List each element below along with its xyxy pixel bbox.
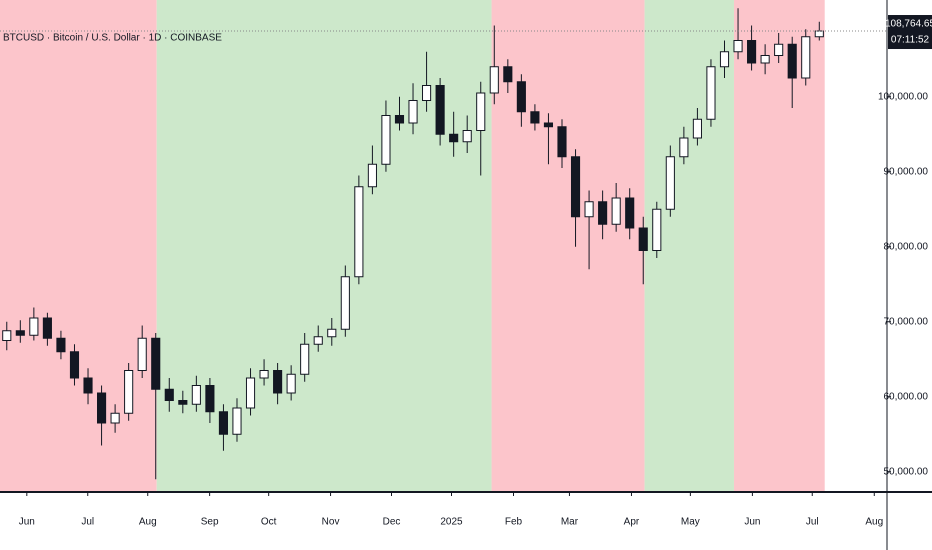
candle-body — [476, 92, 486, 131]
candle-body — [489, 66, 499, 94]
y-tick-label: 100,000.00 — [878, 91, 928, 102]
candle-body — [435, 85, 445, 135]
y-tick-label: 80,000.00 — [884, 241, 929, 252]
x-tick-label: Jul — [81, 517, 94, 528]
x-tick-label: Jul — [806, 517, 819, 528]
candle-body — [719, 51, 730, 68]
background-region — [156, 0, 492, 492]
candle-body — [801, 36, 811, 79]
candle-body — [2, 330, 12, 341]
candle-body — [273, 370, 283, 394]
x-tick-label: Oct — [261, 517, 277, 528]
y-tick-label: 70,000.00 — [884, 316, 929, 327]
candle-body — [625, 197, 635, 229]
candle-body — [286, 373, 296, 394]
candle-body — [69, 351, 80, 379]
candle-body — [422, 85, 432, 101]
candle-body — [774, 43, 784, 56]
candle-body — [340, 276, 350, 330]
x-tick-label: Mar — [561, 517, 579, 528]
candle-body — [191, 385, 201, 405]
last-price-label: 108,764.65 — [885, 19, 932, 30]
x-tick-label: Apr — [624, 517, 640, 528]
x-tick-label: Nov — [322, 517, 340, 528]
candle-body — [679, 137, 689, 158]
x-tick-label: May — [681, 517, 700, 528]
candle-body — [449, 133, 459, 143]
y-tick-label: 90,000.00 — [884, 166, 929, 177]
x-tick-label: Jun — [19, 517, 35, 528]
candle-body — [665, 156, 675, 210]
chart-title: BTCUSD · Bitcoin / U.S. Dollar · 1D · CO… — [3, 33, 222, 44]
candle-body — [543, 122, 554, 128]
candle-body — [151, 337, 161, 390]
candle-body — [516, 81, 526, 113]
candle-body — [747, 40, 757, 64]
x-tick-label: Dec — [383, 517, 401, 528]
x-tick-label: Jun — [744, 517, 760, 528]
last-price-box — [888, 15, 932, 50]
candle-body — [137, 337, 147, 371]
candle-body — [598, 201, 608, 225]
candle-body — [381, 115, 391, 165]
candle-body — [42, 317, 52, 339]
x-tick-label: 2025 — [440, 517, 463, 528]
y-tick-label: 60,000.00 — [884, 391, 929, 402]
x-tick-label: Aug — [865, 517, 883, 528]
candle-body — [124, 370, 134, 414]
candle-body — [652, 208, 662, 251]
x-tick-label: Feb — [505, 517, 523, 528]
candle-body — [787, 43, 797, 79]
candle-body — [394, 115, 405, 124]
candle-body — [733, 40, 743, 53]
candle-body — [218, 411, 229, 435]
candle-body — [327, 328, 337, 338]
candle-body — [557, 126, 567, 158]
candle-body — [56, 337, 66, 353]
candle-body — [164, 388, 174, 401]
x-tick-label: Aug — [139, 517, 157, 528]
candle-body — [638, 227, 648, 251]
candle-body — [462, 130, 472, 143]
candle-body — [692, 118, 702, 139]
candle-body — [706, 66, 716, 120]
candle-body — [814, 30, 824, 38]
candle-body — [530, 111, 540, 124]
candle-body — [245, 377, 256, 409]
y-tick-label: 50,000.00 — [884, 466, 929, 477]
candle-body — [503, 66, 513, 83]
candle-body — [408, 100, 418, 124]
background-region — [491, 0, 645, 492]
x-tick-label: Sep — [201, 517, 219, 528]
candle-body — [232, 407, 242, 435]
candle-body — [205, 385, 215, 413]
candle-body — [584, 201, 594, 218]
candle-body — [367, 163, 377, 188]
candle-body — [313, 336, 323, 345]
candle-body — [354, 186, 364, 278]
candle-body — [300, 343, 310, 375]
candle-body — [178, 400, 188, 405]
candle-body — [611, 197, 621, 225]
candle-body — [15, 330, 25, 336]
candle-body — [97, 392, 107, 424]
candle-body — [83, 377, 93, 394]
background-region — [0, 0, 157, 492]
candle-body — [259, 370, 269, 379]
candle-body — [760, 55, 770, 64]
candle-body — [110, 412, 120, 424]
candle-body — [570, 156, 581, 218]
background-region — [733, 0, 825, 492]
countdown: 07:11:52 — [891, 35, 930, 46]
candle-body — [29, 317, 39, 336]
